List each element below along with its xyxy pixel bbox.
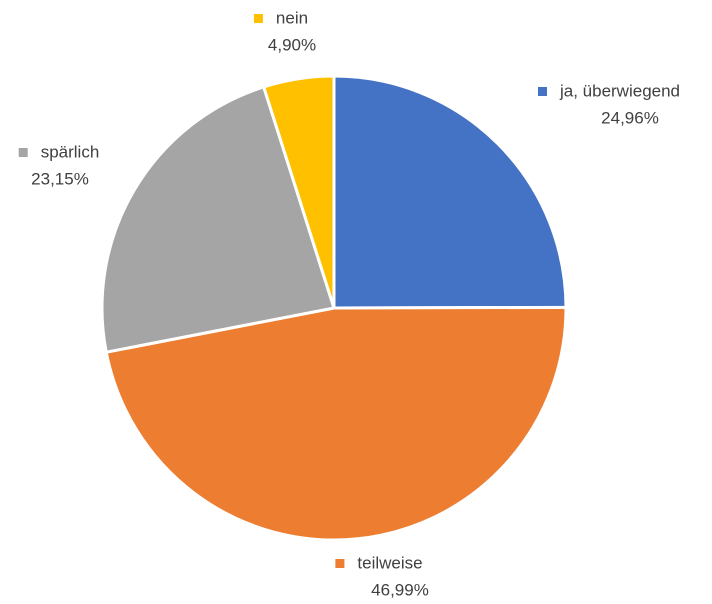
slice-label: teilweise (357, 553, 422, 572)
value-label: 23,15% (31, 169, 89, 188)
legend-marker (335, 559, 345, 568)
value-label: 24,96% (601, 108, 659, 127)
value-label: 4,90% (268, 35, 316, 54)
pie-slice (332, 74, 568, 310)
pie-slice (100, 85, 336, 354)
pie-slice (104, 305, 568, 542)
slice-label: ja, überwiegend (559, 81, 680, 100)
pie-slice (262, 74, 336, 310)
slice-label: spärlich (41, 142, 100, 161)
legend-marker (537, 87, 547, 96)
legend-marker (253, 14, 263, 23)
value-label: 46,99% (371, 580, 429, 599)
legend-marker (18, 148, 28, 157)
slice-label: nein (276, 8, 308, 27)
